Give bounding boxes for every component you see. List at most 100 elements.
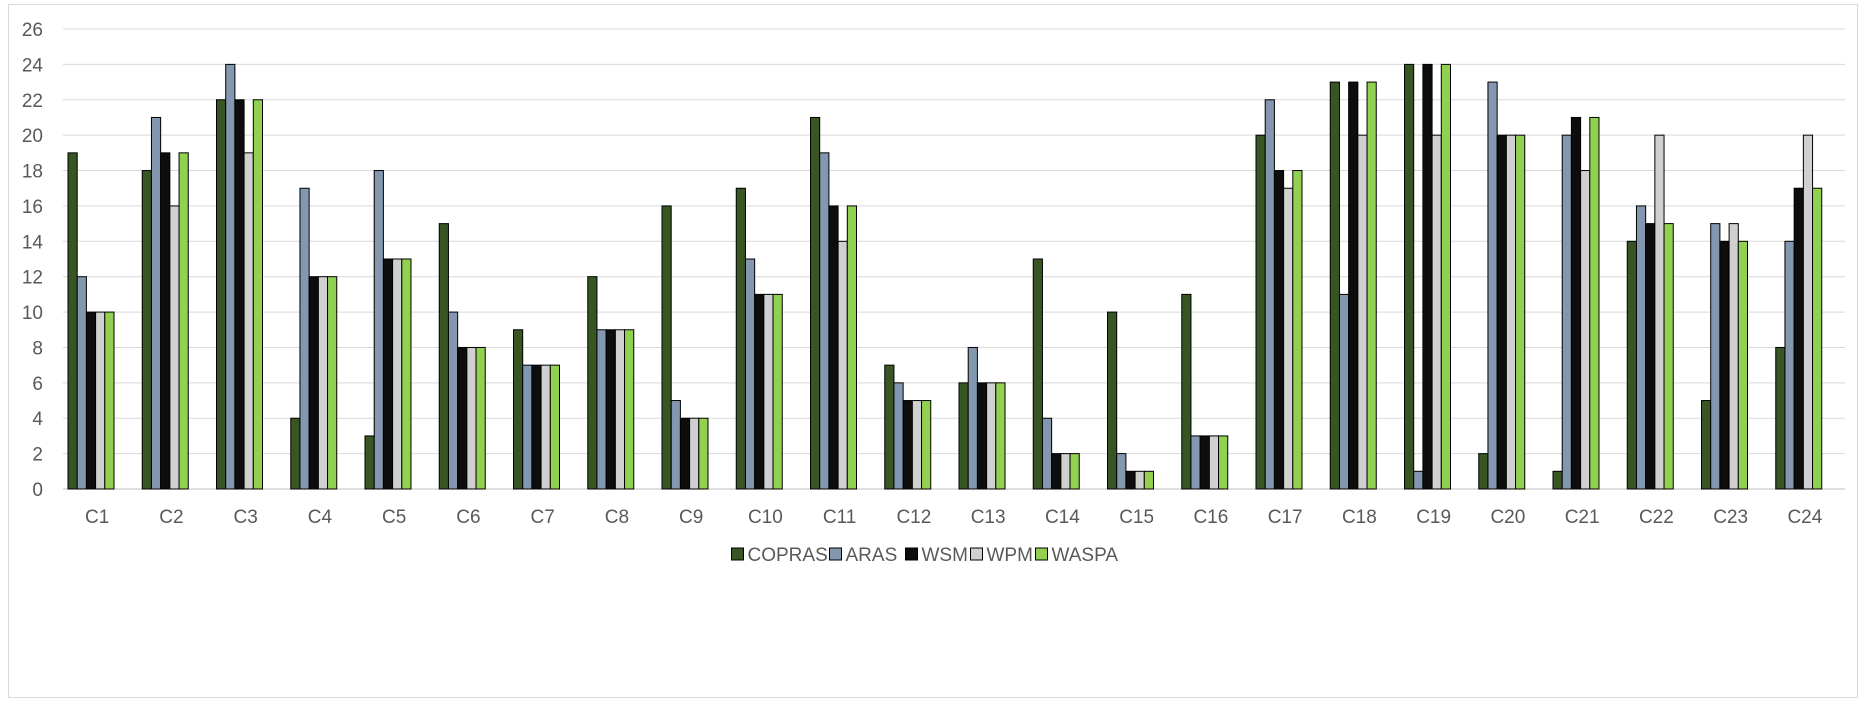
bar-copras-c13 xyxy=(958,382,969,490)
legend-label-wpm: WPM xyxy=(987,545,1033,566)
bar-aras-c17 xyxy=(1264,99,1275,490)
bar-waspa-c4 xyxy=(327,276,338,490)
x-tick-label: C12 xyxy=(896,507,931,528)
bar-wpm-c6 xyxy=(466,346,477,490)
bar-copras-c10 xyxy=(735,187,746,490)
bar-aras-c3 xyxy=(225,63,236,490)
bar-aras-c9 xyxy=(670,400,681,490)
y-tick-label: 0 xyxy=(32,480,43,501)
bar-wsm-c15 xyxy=(1125,470,1136,490)
x-tick-label: C11 xyxy=(823,507,856,528)
x-tick-label: C3 xyxy=(233,507,257,528)
bar-aras-c15 xyxy=(1116,453,1127,490)
bar-wsm-c2 xyxy=(160,152,171,490)
y-tick-label: 10 xyxy=(22,303,43,324)
y-tick-label: 20 xyxy=(22,126,43,147)
bar-wsm-c4 xyxy=(308,276,319,490)
bar-aras-c1 xyxy=(76,276,87,490)
bar-waspa-c14 xyxy=(1069,453,1080,490)
bar-wsm-c23 xyxy=(1719,240,1730,490)
x-tick-label: C22 xyxy=(1639,507,1674,528)
legend-label-wsm: WSM xyxy=(922,545,968,566)
bar-waspa-c18 xyxy=(1366,81,1377,490)
bar-copras-c21 xyxy=(1552,470,1563,490)
bar-wsm-c3 xyxy=(234,99,245,490)
bar-copras-c24 xyxy=(1775,346,1786,490)
bar-copras-c15 xyxy=(1107,311,1118,490)
x-tick-label: C6 xyxy=(456,507,480,528)
bar-aras-c21 xyxy=(1561,134,1572,490)
bar-aras-c11 xyxy=(819,152,830,490)
bar-waspa-c7 xyxy=(549,364,560,490)
x-tick-label: C1 xyxy=(85,507,109,528)
bar-copras-c3 xyxy=(216,99,227,490)
bar-waspa-c6 xyxy=(475,346,486,490)
y-tick-label: 24 xyxy=(22,55,44,76)
bar-aras-c10 xyxy=(744,258,756,490)
bar-wsm-c6 xyxy=(457,346,468,490)
x-tick-label: C13 xyxy=(971,507,1006,528)
bar-wsm-c5 xyxy=(382,258,394,490)
bar-aras-c5 xyxy=(373,170,384,490)
y-tick-label: 6 xyxy=(32,374,43,395)
bar-waspa-c21 xyxy=(1589,116,1600,490)
x-tick-label: C18 xyxy=(1342,507,1377,528)
bar-waspa-c12 xyxy=(921,400,932,490)
bar-waspa-c19 xyxy=(1440,63,1452,490)
bar-wpm-c13 xyxy=(986,382,997,490)
bar-waspa-c10 xyxy=(772,293,783,490)
bar-aras-c8 xyxy=(596,329,607,490)
bar-copras-c2 xyxy=(141,170,152,490)
bar-wsm-c1 xyxy=(85,311,97,490)
bar-wsm-c18 xyxy=(1348,81,1359,490)
bar-wpm-c20 xyxy=(1505,134,1517,490)
bar-aras-c19 xyxy=(1413,470,1424,490)
bar-aras-c16 xyxy=(1190,435,1201,490)
bar-wpm-c16 xyxy=(1208,435,1220,490)
x-tick-label: C10 xyxy=(748,507,783,528)
bar-aras-c23 xyxy=(1710,223,1721,490)
x-tick-label: C2 xyxy=(159,507,183,528)
x-tick-label: C19 xyxy=(1416,507,1451,528)
bar-wsm-c19 xyxy=(1422,63,1433,490)
bar-wpm-c2 xyxy=(169,205,180,490)
x-tick-label: C16 xyxy=(1193,507,1228,528)
bar-wsm-c21 xyxy=(1570,116,1582,490)
bar-copras-c23 xyxy=(1701,400,1712,490)
bar-aras-c24 xyxy=(1784,240,1795,490)
bar-wpm-c23 xyxy=(1728,223,1739,490)
legend-swatch-copras xyxy=(731,547,744,561)
bar-aras-c2 xyxy=(150,116,162,490)
y-tick-label: 4 xyxy=(32,409,43,430)
x-tick-label: C15 xyxy=(1119,507,1154,528)
bar-aras-c4 xyxy=(299,187,310,490)
bar-wsm-c8 xyxy=(605,329,616,490)
bar-wpm-c4 xyxy=(317,276,329,490)
bar-copras-c20 xyxy=(1478,453,1489,490)
x-tick-label: C17 xyxy=(1268,507,1303,528)
bar-wsm-c20 xyxy=(1496,134,1507,490)
bar-wpm-c7 xyxy=(540,364,551,490)
bar-copras-c8 xyxy=(587,276,598,490)
bar-copras-c1 xyxy=(67,152,78,490)
y-tick-label: 14 xyxy=(22,232,44,253)
bar-wpm-c9 xyxy=(689,417,700,490)
bar-waspa-c16 xyxy=(1218,435,1229,490)
bar-waspa-c15 xyxy=(1143,470,1155,490)
bar-aras-c20 xyxy=(1487,81,1498,490)
bar-wsm-c10 xyxy=(754,293,765,490)
x-tick-label: C21 xyxy=(1565,507,1600,528)
bar-wpm-c5 xyxy=(392,258,403,490)
bar-wpm-c8 xyxy=(614,329,626,490)
legend-label-aras: ARAS xyxy=(846,545,898,566)
bar-wpm-c22 xyxy=(1654,134,1665,490)
x-tick-label: C4 xyxy=(308,507,333,528)
bar-copras-c18 xyxy=(1329,81,1340,490)
bar-wsm-c17 xyxy=(1273,170,1285,490)
x-tick-label: C8 xyxy=(605,507,629,528)
bar-copras-c12 xyxy=(884,364,895,490)
legend-swatch-aras xyxy=(829,547,842,561)
bar-wpm-c19 xyxy=(1431,134,1442,490)
bar-copras-c6 xyxy=(438,223,449,490)
